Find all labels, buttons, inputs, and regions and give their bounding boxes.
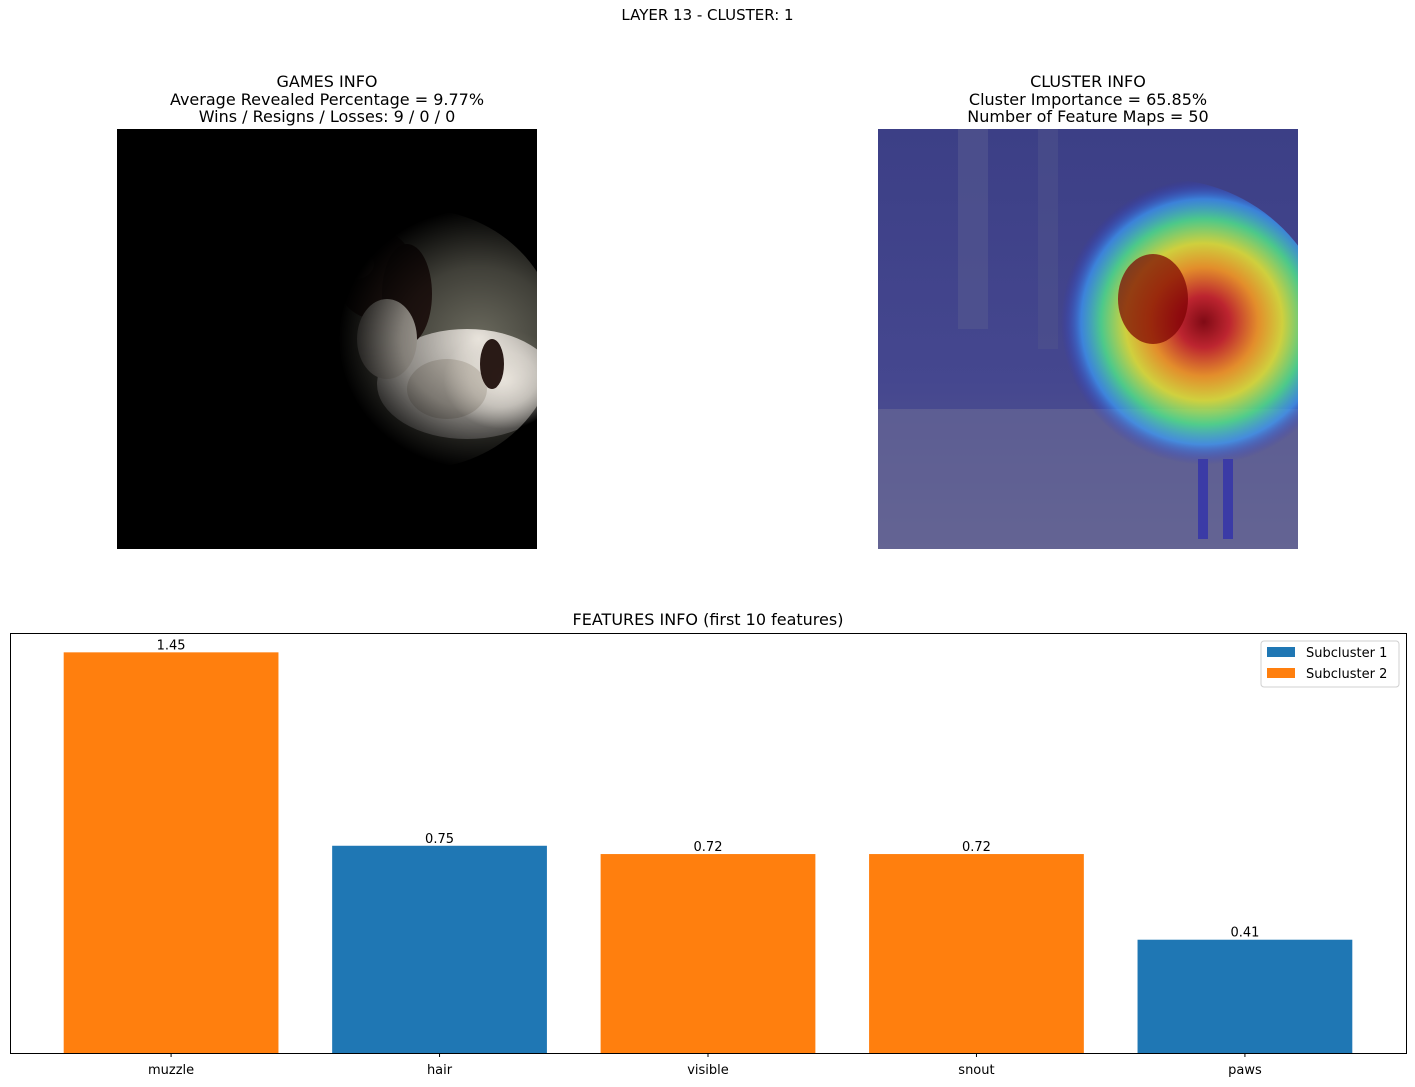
value-labels-layer: 1.45 0.75 0.72 0.72 0.41 (157, 638, 1260, 940)
x-tick-label-visible: visible (687, 1063, 729, 1078)
value-label-visible: 0.72 (694, 840, 723, 855)
x-tick-label-paws: paws (1228, 1063, 1262, 1078)
value-label-snout: 0.72 (962, 840, 991, 855)
value-label-paws: 0.41 (1230, 926, 1259, 941)
bar-paws (1137, 939, 1353, 1053)
cluster-heatmap-image (878, 129, 1298, 549)
heatmap-illustration (878, 129, 1298, 549)
figure-suptitle: LAYER 13 - CLUSTER: 1 (621, 6, 794, 24)
x-ticks-layer: muzzle hair visible snout paws (148, 1053, 1262, 1078)
games-info-title-block: GAMES INFO Average Revealed Percentage =… (117, 73, 537, 126)
average-revealed-percentage: Average Revealed Percentage = 9.77% (169, 89, 485, 109)
legend-box (1260, 640, 1400, 688)
x-tick-label-snout: snout (958, 1063, 994, 1078)
revealed-dog-illustration (117, 129, 537, 549)
cluster-importance: Cluster Importance = 65.85% (968, 89, 1208, 109)
bar-hair (332, 845, 547, 1053)
bar-snout (869, 854, 1084, 1053)
number-of-feature-maps: Number of Feature Maps = 50 (967, 107, 1209, 126)
revealed-dog-image (117, 129, 537, 549)
value-label-muzzle: 1.45 (157, 638, 186, 653)
legend-swatch-subcluster-1 (1267, 647, 1295, 657)
chart-title: FEATURES INFO (first 10 features) (572, 610, 844, 629)
bar-visible (600, 854, 816, 1053)
x-tick-label-hair: hair (427, 1063, 453, 1078)
legend: Subcluster 1 Subcluster 2 (1260, 640, 1400, 688)
legend-label-subcluster-1: Subcluster 1 (1306, 646, 1387, 661)
cluster-info-title: CLUSTER INFO (1030, 72, 1146, 91)
bar-muzzle (63, 652, 279, 1053)
legend-label-subcluster-2: Subcluster 2 (1306, 667, 1387, 682)
cluster-info-title-block: CLUSTER INFO Cluster Importance = 65.85%… (878, 73, 1298, 126)
legend-swatch-subcluster-2 (1267, 668, 1295, 678)
bars-layer (63, 652, 1353, 1053)
x-tick-label-muzzle: muzzle (148, 1063, 194, 1078)
value-label-hair: 0.75 (425, 832, 454, 847)
wins-resigns-losses: Wins / Resigns / Losses: 9 / 0 / 0 (198, 107, 456, 126)
games-info-title: GAMES INFO (276, 72, 378, 91)
